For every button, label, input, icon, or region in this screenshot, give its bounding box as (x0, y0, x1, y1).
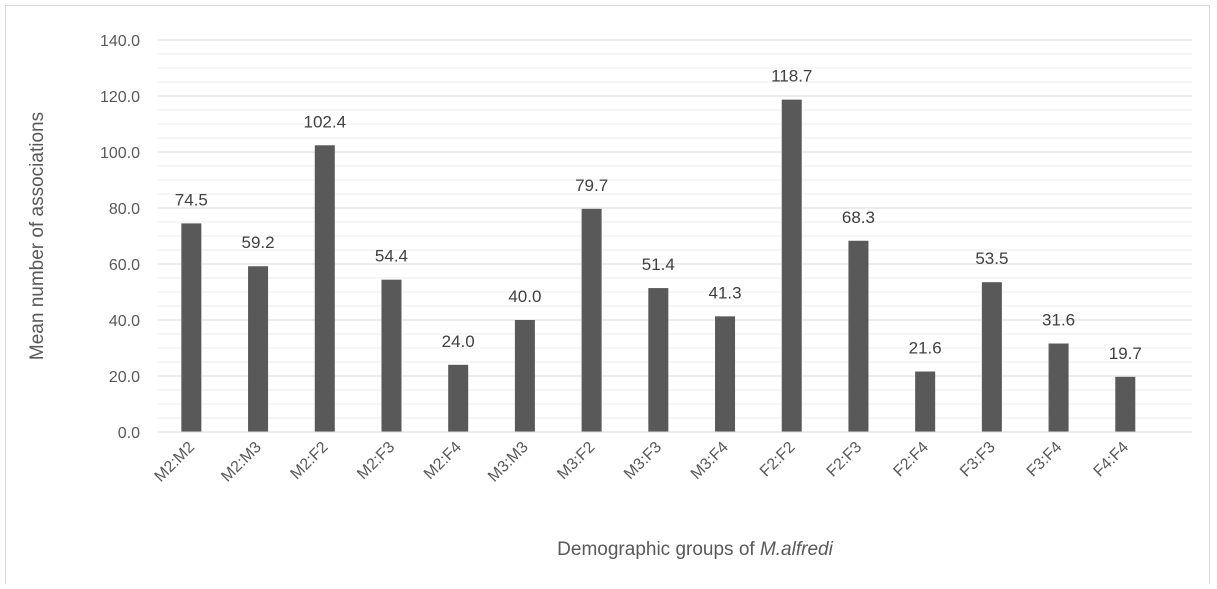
x-tick-label: F4:F4 (1091, 439, 1133, 481)
bar (514, 320, 535, 432)
x-tick-label: M2:F3 (354, 439, 398, 483)
x-tick-label: M3:F3 (621, 439, 665, 483)
data-label: 19.7 (1109, 344, 1142, 363)
bar (648, 288, 669, 432)
data-label: 74.5 (175, 190, 208, 209)
x-tick-label: M2:F2 (288, 439, 332, 483)
data-label: 102.4 (304, 112, 347, 131)
y-tick-label: 40.0 (109, 313, 140, 330)
x-tick-label: F2:F2 (757, 439, 799, 481)
bar (248, 266, 269, 432)
x-tick-labels: M2:M2 M2:M3 M2:F2 M2:F3 M2:F4 M3:M3 M3:F2 M3:F3… (152, 439, 1133, 486)
y-tick-label: 60.0 (109, 257, 140, 274)
data-label: 21.6 (909, 339, 942, 358)
y-tick-labels: 0.0 20.0 40.0 60.0 80.0 100.0 120.0 140.0 (100, 33, 140, 442)
y-tick-label: 100.0 (100, 145, 140, 162)
bar (781, 99, 802, 432)
data-label: 79.7 (575, 176, 608, 195)
data-label: 68.3 (842, 208, 875, 227)
x-axis-title: Demographic groups of M.alfredi (557, 539, 833, 560)
bar (581, 208, 602, 432)
data-label: 31.6 (1042, 311, 1075, 330)
y-tick-label: 140.0 (100, 33, 140, 50)
chart-frame (5, 5, 1210, 584)
y-axis-title-text: Mean number of associations (27, 112, 48, 360)
y-tick-label: 120.0 (100, 89, 140, 106)
x-tick-label: F2:F3 (824, 439, 866, 481)
data-label: 54.4 (375, 247, 408, 266)
data-label: 51.4 (642, 255, 675, 274)
x-axis-title-italic: M.alfredi (760, 539, 834, 560)
data-labels: 74.5 59.2 102.4 54.4 24.0 40.0 79.7 51.4 41.3 118… (175, 67, 1142, 363)
x-tick-label: M3:F4 (688, 439, 732, 483)
y-tick-label: 80.0 (109, 201, 140, 218)
gridlines (158, 39, 1192, 419)
x-tick-label: M2:F4 (421, 439, 465, 483)
bar (1048, 343, 1069, 432)
bar (381, 279, 402, 432)
x-tick-label: F3:F3 (957, 439, 999, 481)
x-tick-label: M3:F2 (554, 439, 598, 483)
x-tick-label: M2:M3 (218, 439, 265, 486)
data-label: 59.2 (242, 233, 275, 252)
x-axis-title-text: Demographic groups of (557, 539, 760, 560)
bar (981, 282, 1002, 432)
x-tick-label: F3:F4 (1024, 439, 1066, 481)
bar (848, 240, 869, 432)
x-tick-label: F2:F4 (890, 439, 932, 481)
y-axis-title: Mean number of associations (27, 112, 48, 360)
bars (181, 99, 1136, 432)
data-label: 24.0 (442, 332, 475, 351)
bar (1115, 376, 1136, 432)
y-tick-label: 20.0 (109, 369, 140, 386)
bar (181, 223, 202, 432)
data-label: 118.7 (771, 67, 812, 86)
data-label: 40.0 (508, 287, 541, 306)
bar (915, 371, 936, 432)
bar (448, 364, 469, 432)
data-label: 41.3 (708, 283, 741, 302)
x-tick-label: M3:M3 (485, 439, 532, 486)
y-tick-label: 0.0 (118, 425, 140, 442)
bar (314, 145, 335, 432)
x-tick-label: M2:M2 (152, 439, 199, 486)
data-label: 53.5 (975, 249, 1008, 268)
bar (715, 316, 736, 432)
